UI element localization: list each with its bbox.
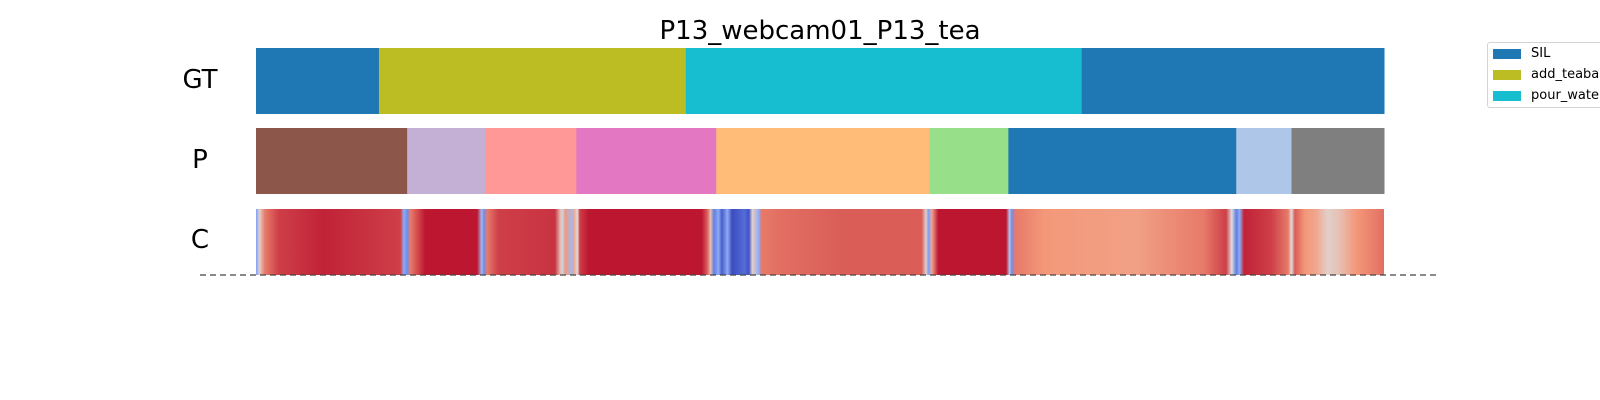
gt-segment-3	[1081, 48, 1385, 114]
gt-segment-row	[256, 48, 1385, 114]
legend: SIL add_teabag pour_water	[1487, 42, 1600, 108]
prediction-segment-row	[256, 128, 1385, 194]
p-segment-0	[256, 128, 408, 194]
row-label-p: P	[192, 145, 208, 175]
legend-label-add-teabag: add_teabag	[1531, 67, 1600, 82]
p-segment-6	[1008, 128, 1237, 194]
legend-label-pour-water: pour_water	[1531, 88, 1600, 103]
legend-item-pour-water: pour_water	[1493, 88, 1600, 107]
p-segment-1	[407, 128, 486, 194]
legend-swatch-pour-water	[1493, 90, 1521, 101]
legend-swatch-sil	[1493, 48, 1521, 59]
row-label-c: C	[191, 225, 209, 255]
p-segment-4	[716, 128, 930, 194]
chart-title: P13_webcam01_P13_tea	[659, 16, 980, 46]
legend-item-sil: SIL	[1493, 46, 1550, 66]
gt-segment-0	[256, 48, 380, 114]
p-segment-3	[576, 128, 717, 194]
legend-label-sil: SIL	[1531, 46, 1551, 61]
p-segment-7	[1236, 128, 1293, 194]
gt-segment-1	[378, 48, 687, 114]
gt-segment-2	[685, 48, 1083, 114]
legend-item-add-teabag: add_teabag	[1493, 67, 1600, 87]
p-segment-8	[1291, 128, 1385, 194]
p-segment-5	[929, 128, 1009, 194]
legend-swatch-add-teabag	[1493, 69, 1521, 80]
confidence-bar	[256, 209, 1384, 275]
p-segment-2	[484, 128, 577, 194]
row-label-gt: GT	[182, 65, 217, 95]
